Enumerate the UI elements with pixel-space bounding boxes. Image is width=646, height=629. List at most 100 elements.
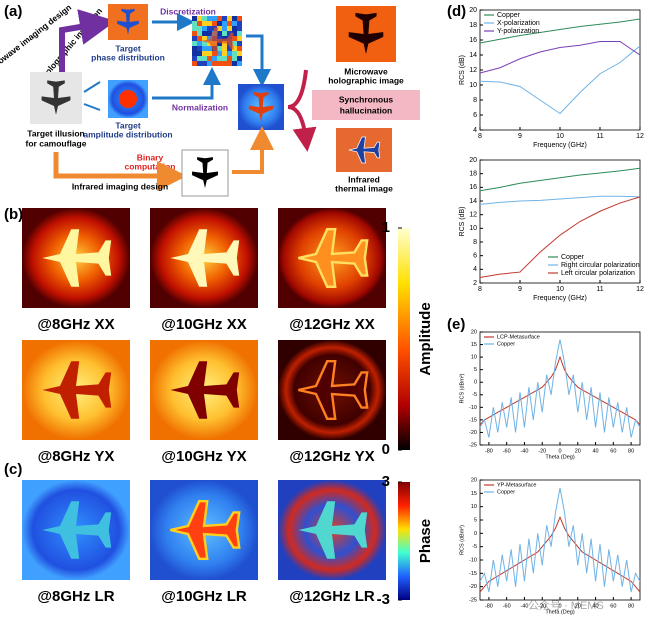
pixel [192,41,197,46]
legend-label: Right circular polarization [561,262,640,269]
legend-label: Copper [497,12,521,19]
y-tick-label: 0 [474,531,477,537]
x-tick-label: 20 [575,448,581,454]
y-tick-label: 10 [471,504,477,510]
x-tick-label: 9 [518,286,522,293]
map-label: @12GHz XX [289,316,375,333]
pixel [222,41,227,46]
map-label: @10GHz LR [161,588,247,605]
y-axis-label: RCS (dB) [459,207,466,237]
diagram-text: Binary [137,152,164,162]
diagram-text: holographic image [328,75,404,85]
pixel [232,26,237,31]
plot-frame [479,479,641,601]
y-tick-label: 10 [469,82,477,89]
colorbar [398,482,410,600]
pixel [202,51,207,56]
diagram-text: computation [125,161,176,171]
y-tick-label: 12 [469,212,477,219]
pixel [237,51,242,56]
pixel [192,21,197,26]
pixel [202,26,207,31]
pixel [237,36,242,41]
legend-label: YP-Metasurface [497,482,536,488]
y-tick-label: 14 [469,52,477,59]
pixel [227,46,232,51]
pixel [202,36,207,41]
pixel [197,46,202,51]
diagram-text: Target illusion [27,128,84,138]
y-tick-label: -20 [469,430,477,436]
pixel [212,21,217,26]
diagram-text: Normalization [172,102,228,112]
discrete-image [192,16,242,66]
pixel [227,16,232,21]
pixel [197,36,202,41]
pixel [197,61,202,66]
y-tick-label: 20 [469,7,477,14]
pixel [227,61,232,66]
pixel [192,16,197,21]
legend-label: Copper [497,489,515,495]
x-tick-label: 20 [575,603,581,609]
y-tick-label: -5 [472,544,477,550]
pixel [217,56,222,61]
x-axis-label: Frequency (GHz) [533,142,587,149]
y-tick-label: 20 [469,157,477,164]
legend-label: Copper [561,254,585,261]
x-tick-label: -20 [538,448,546,454]
colorbar-title: Amplitude [417,302,434,375]
series-line [479,45,641,115]
pixel [207,36,212,41]
pixel [222,56,227,61]
x-tick-label: 80 [628,603,634,609]
x-tick-label: 60 [610,603,616,609]
pixel [202,41,207,46]
y-tick-label: 5 [474,517,477,523]
pixel [237,21,242,26]
y-tick-label: 20 [471,329,477,335]
diagram-text: hallucination [340,105,392,115]
pixel [207,61,212,66]
pixel [192,36,197,41]
pixel [207,56,212,61]
pixel [217,16,222,21]
pixel [232,61,237,66]
pixel [227,26,232,31]
y-tick-label: -10 [469,557,477,563]
series-line [479,195,641,205]
pixel [237,26,242,31]
pixel [212,56,217,61]
x-tick-label: 11 [596,286,603,293]
pixel [197,51,202,56]
pixel [232,36,237,41]
y-tick-label: 14 [469,198,477,205]
pixel [222,61,227,66]
pixel [217,31,222,36]
x-tick-label: -80 [485,603,493,609]
pixel [197,41,202,46]
series-line [479,355,641,426]
diagram-text: phase distribution [91,52,165,62]
pixel [207,41,212,46]
pixel [217,36,222,41]
arrow [246,34,271,87]
pixel [207,51,212,56]
diagram-text: Synchronous [339,94,394,104]
pixel [237,56,242,61]
arrow [53,152,187,191]
x-tick-label: -20 [538,603,546,609]
y-tick-label: 2 [473,280,477,287]
y-tick-label: 10 [469,225,477,232]
x-tick-label: 9 [518,133,522,140]
x-tick-label: -40 [520,448,528,454]
y-tick-label: -25 [469,597,477,603]
pixel [192,26,197,31]
pixel [207,46,212,51]
x-tick-label: -40 [520,603,528,609]
panel-label: (d) [447,3,466,20]
y-tick-label: -5 [472,392,477,398]
pixel [232,51,237,56]
pixel [192,51,197,56]
